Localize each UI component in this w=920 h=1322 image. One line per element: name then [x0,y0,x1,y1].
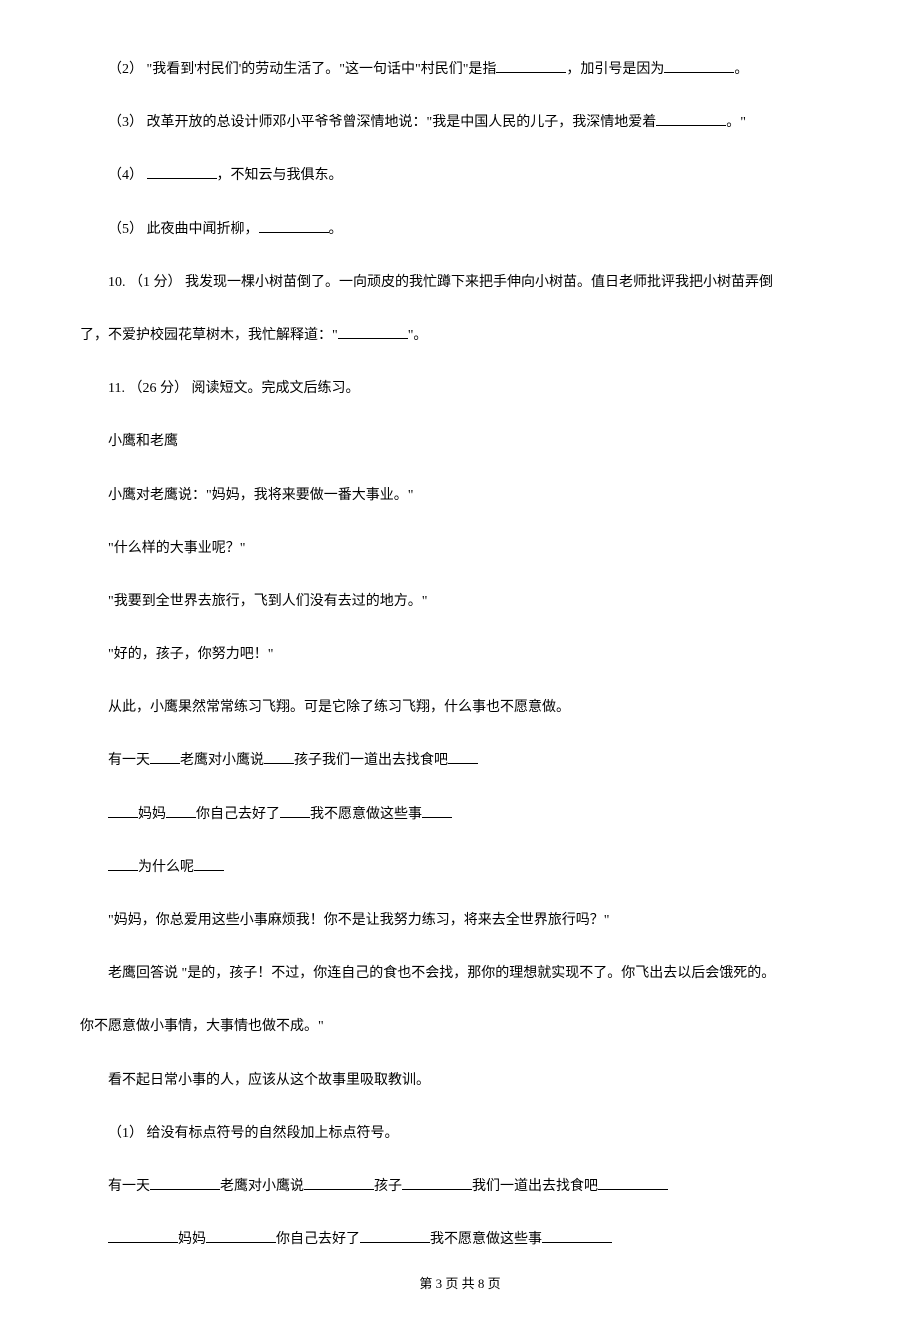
blank-field[interactable] [656,112,726,126]
blank-field[interactable] [108,804,138,818]
ans1-part-0: 有一天 [108,1179,150,1194]
ans1-part-3: 我们一道出去找食吧 [472,1179,598,1194]
q2-suffix: 。 [734,62,748,77]
passage-p3: "我要到全世界去旅行，飞到人们没有去过的地方。" [80,582,840,621]
q10-line1: 10. （1 分） 我发现一棵小树苗倒了。一向顽皮的我忙蹲下来把手伸向小树苗。值… [80,263,840,302]
q3-prefix: （3） 改革开放的总设计师邓小平爷爷曾深情地说："我是中国人民的儿子，我深情地爱… [108,115,656,130]
question-11-intro: 11. （26 分） 阅读短文。完成文后练习。 [80,369,840,408]
blank-field[interactable] [147,165,217,179]
blank-field[interactable] [166,804,196,818]
blank-field[interactable] [108,857,138,871]
ans1-part-2: 孩子 [374,1179,402,1194]
blank-field[interactable] [194,857,224,871]
p7-part-1: 你自己去好了 [196,807,280,822]
blank-field[interactable] [598,1176,668,1190]
p6-part-0: 有一天 [108,753,150,768]
blank-field[interactable] [264,750,294,764]
q4-prefix: （4） [108,168,147,183]
blank-field[interactable] [448,750,478,764]
passage-p9: "妈妈，你总爱用这些小事麻烦我！你不是让我努力练习，将来去全世界旅行吗？" [80,901,840,940]
q10-line2: 了，不爱护校园花草树木，我忙解释道：" "。 [80,316,840,355]
blank-field[interactable] [280,804,310,818]
blank-field[interactable] [542,1229,612,1243]
p7-part-2: 我不愿意做这些事 [310,807,422,822]
blank-field[interactable] [108,1229,178,1243]
question-4: （4） ，不知云与我俱东。 [80,156,840,195]
passage-p2: "什么样的大事业呢？" [80,529,840,568]
q10-line2-prefix: 了，不爱护校园花草树木，我忙解释道：" [80,328,338,343]
answer-line-1: 有一天 老鹰对小鹰说 孩子 我们一道出去找食吧 [80,1167,840,1206]
p8-part-0: 为什么呢 [138,860,194,875]
passage-p1: 小鹰对老鹰说："妈妈，我将来要做一番大事业。" [80,476,840,515]
q2-prefix: （2） "我看到'村民们'的劳动生活了。"这一句话中"村民们"是指 [108,62,496,77]
blank-field[interactable] [150,1176,220,1190]
page-footer: 第 3 页 共 8 页 [80,1273,840,1292]
blank-field[interactable] [338,325,408,339]
ans2-part-1: 你自己去好了 [276,1232,360,1247]
passage-p5: 从此，小鹰果然常常练习飞翔。可是它除了练习飞翔，什么事也不愿意做。 [80,688,840,727]
blank-field[interactable] [402,1176,472,1190]
ans2-part-0: 妈妈 [178,1232,206,1247]
sub-question-1: （1） 给没有标点符号的自然段加上标点符号。 [80,1114,840,1153]
p7-part-0: 妈妈 [138,807,166,822]
blank-field[interactable] [496,59,566,73]
q10-line2-suffix: "。 [408,328,428,343]
p6-part-2: 孩子我们一道出去找食吧 [294,753,448,768]
blank-field[interactable] [422,804,452,818]
answer-line-2: 妈妈 你自己去好了 我不愿意做这些事 [80,1220,840,1259]
p10-line2: 你不愿意做小事情，大事情也做不成。" [80,1007,840,1046]
question-10: 10. （1 分） 我发现一棵小树苗倒了。一向顽皮的我忙蹲下来把手伸向小树苗。值… [80,263,840,355]
question-2: （2） "我看到'村民们'的劳动生活了。"这一句话中"村民们"是指 ，加引号是因为… [80,50,840,89]
p6-part-1: 老鹰对小鹰说 [180,753,264,768]
p10-line1: 老鹰回答说 "是的，孩子！不过，你连自己的食也不会找，那你的理想就实现不了。你飞… [80,954,840,993]
passage-p10: 老鹰回答说 "是的，孩子！不过，你连自己的食也不会找，那你的理想就实现不了。你飞… [80,954,840,1046]
ans1-part-1: 老鹰对小鹰说 [220,1179,304,1194]
q4-suffix: ，不知云与我俱东。 [217,168,343,183]
blank-field[interactable] [360,1229,430,1243]
blank-field[interactable] [206,1229,276,1243]
question-5: （5） 此夜曲中闻折柳， 。 [80,210,840,249]
passage-p4: "好的，孩子，你努力吧！" [80,635,840,674]
q5-prefix: （5） 此夜曲中闻折柳， [108,222,259,237]
blank-field[interactable] [664,59,734,73]
blank-field[interactable] [150,750,180,764]
passage-p8: 为什么呢 [80,848,840,887]
q3-suffix: 。" [726,115,746,130]
ans2-part-2: 我不愿意做这些事 [430,1232,542,1247]
question-3: （3） 改革开放的总设计师邓小平爷爷曾深情地说："我是中国人民的儿子，我深情地爱… [80,103,840,142]
passage-p6: 有一天 老鹰对小鹰说 孩子我们一道出去找食吧 [80,741,840,780]
passage-p7: 妈妈 你自己去好了 我不愿意做这些事 [80,795,840,834]
q2-middle: ，加引号是因为 [566,62,664,77]
passage-title: 小鹰和老鹰 [80,422,840,461]
q5-suffix: 。 [329,222,343,237]
blank-field[interactable] [304,1176,374,1190]
passage-p11: 看不起日常小事的人，应该从这个故事里吸取教训。 [80,1061,840,1100]
blank-field[interactable] [259,219,329,233]
